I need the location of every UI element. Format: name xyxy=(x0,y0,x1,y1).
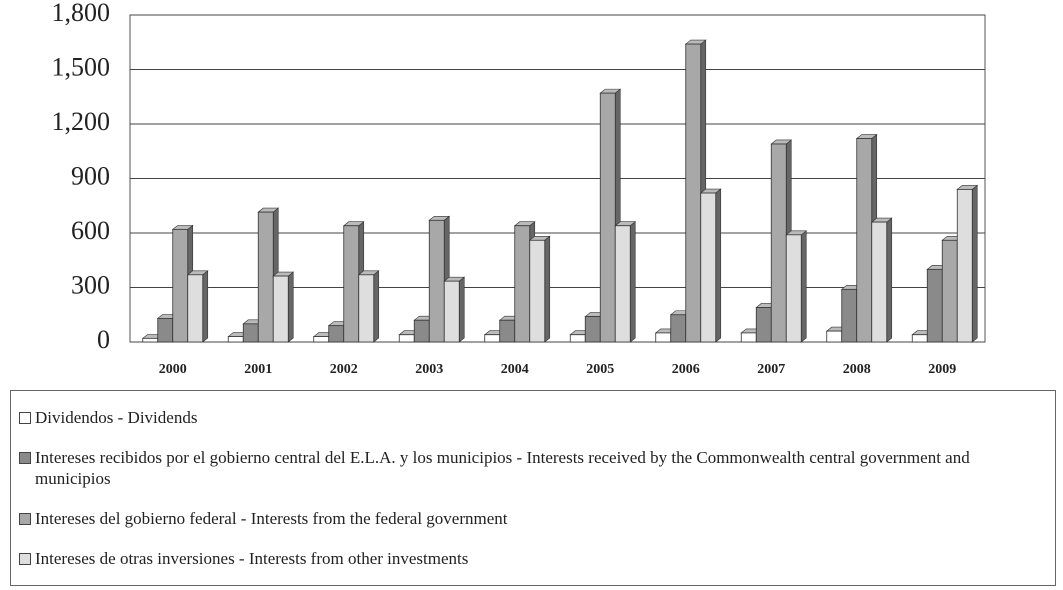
legend-swatch xyxy=(19,451,31,464)
bar xyxy=(700,192,717,343)
bar xyxy=(826,330,843,343)
bar-side xyxy=(886,217,893,343)
bar xyxy=(941,239,958,343)
legend-entry: Intereses de otras inversiones - Interes… xyxy=(19,548,1047,569)
legend-label: Intereses del gobierno federal - Interes… xyxy=(35,509,508,529)
x-tick-label: 2003 xyxy=(415,362,443,377)
bar xyxy=(926,268,943,343)
bar xyxy=(187,274,204,343)
legend-swatch xyxy=(19,553,31,566)
bar xyxy=(157,317,174,343)
bar xyxy=(599,92,616,343)
bar xyxy=(584,316,601,343)
y-tick-label: 300 xyxy=(71,270,110,299)
bar-side xyxy=(287,271,294,343)
bar-side xyxy=(971,184,978,343)
legend-swatch xyxy=(19,411,31,424)
bar xyxy=(499,319,516,343)
bar-side xyxy=(202,270,209,343)
bar xyxy=(856,138,873,343)
legend-label: Dividendos - Dividends xyxy=(35,407,198,427)
bar xyxy=(655,332,672,343)
x-tick-label: 2008 xyxy=(843,362,871,377)
bar xyxy=(443,280,460,343)
bar xyxy=(770,143,787,343)
bar xyxy=(328,325,345,343)
x-tick-label: 2004 xyxy=(501,362,529,377)
x-tick-label: 2009 xyxy=(928,362,956,377)
bar-side xyxy=(629,221,636,343)
y-tick-label: 1,800 xyxy=(52,0,111,27)
y-tick-label: 600 xyxy=(71,216,110,245)
bar xyxy=(785,234,802,343)
bar xyxy=(398,334,415,343)
y-tick-label: 0 xyxy=(97,325,110,354)
x-tick-label: 2002 xyxy=(330,362,358,377)
bar xyxy=(343,225,360,343)
legend-label: Intereses de otras inversiones - Interes… xyxy=(35,549,469,569)
bar xyxy=(841,288,858,343)
bar xyxy=(755,307,772,343)
legend-entry: Intereses recibidos por el gobierno cent… xyxy=(19,447,1047,489)
y-tick-label: 1,200 xyxy=(52,107,111,136)
bar-side xyxy=(715,188,722,343)
bar-side xyxy=(800,230,807,343)
x-tick-label: 2000 xyxy=(159,362,187,377)
bar xyxy=(614,225,631,343)
bar xyxy=(569,334,586,343)
x-tick-label: 2007 xyxy=(757,362,785,377)
bar-side xyxy=(458,276,465,343)
bar xyxy=(227,336,244,343)
bar xyxy=(413,319,430,343)
x-tick-label: 2001 xyxy=(244,362,272,377)
bar xyxy=(514,225,531,343)
bar xyxy=(871,221,888,343)
bar xyxy=(257,211,274,343)
bar-side xyxy=(373,270,380,343)
bar xyxy=(172,228,189,343)
y-tick-label: 900 xyxy=(71,161,110,190)
legend-label: Intereses recibidos por el gobierno cent… xyxy=(35,447,970,488)
bar xyxy=(685,43,702,343)
bar xyxy=(428,219,445,343)
bar xyxy=(142,337,159,343)
bar xyxy=(242,323,259,343)
bar xyxy=(956,188,973,343)
bar xyxy=(911,334,928,343)
bar xyxy=(529,239,546,343)
bar-side xyxy=(544,235,551,343)
bar xyxy=(313,336,330,343)
y-tick-label: 1,500 xyxy=(52,52,111,81)
legend-entry: Intereses del gobierno federal - Interes… xyxy=(19,508,1047,529)
x-tick-label: 2006 xyxy=(672,362,700,377)
bar xyxy=(272,275,289,343)
chart: 0 300 600 900 1,200 1,500 1,800 2000 2001 2002 200… xyxy=(52,0,986,377)
bar xyxy=(740,332,757,343)
legend: Dividendos - Dividends Intereses recibido… xyxy=(10,390,1056,586)
bar xyxy=(358,274,375,343)
legend-swatch xyxy=(19,513,31,526)
legend-entry: Dividendos - Dividends xyxy=(19,407,1047,428)
bar xyxy=(670,314,687,343)
bar xyxy=(484,334,501,343)
x-tick-label: 2005 xyxy=(586,362,614,377)
